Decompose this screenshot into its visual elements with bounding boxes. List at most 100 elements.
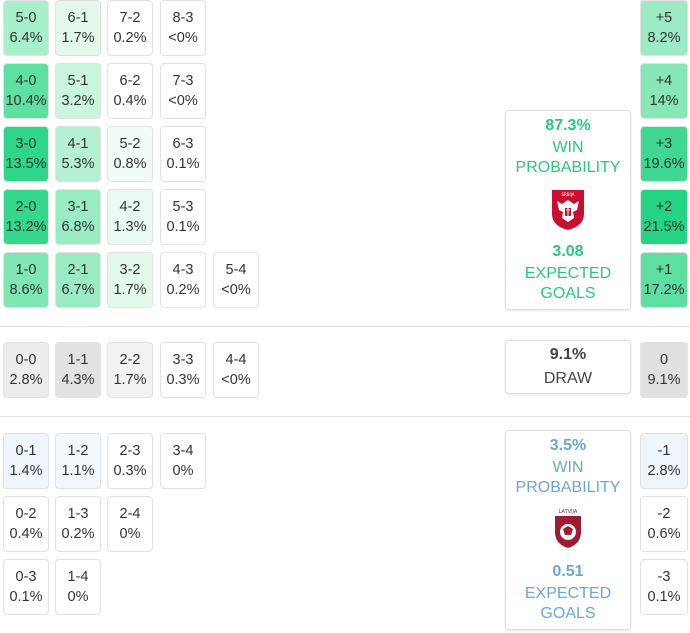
- scoreline-cell: 1-1 4.3%: [55, 342, 101, 398]
- scoreline-cell: 0-0 2.8%: [3, 342, 49, 398]
- goals-label: GOALS: [540, 605, 596, 622]
- scoreline-label: -3: [657, 569, 671, 585]
- scoreline-label: 8-3: [172, 10, 194, 26]
- win-label: WIN: [552, 139, 584, 156]
- svg-text:SRBIJA: SRBIJA: [561, 192, 574, 197]
- scoreline-probability: <0%: [168, 93, 198, 109]
- scoreline-probability: 8.2%: [647, 30, 681, 46]
- scoreline-label: 2-0: [15, 199, 37, 215]
- goals-label: GOALS: [540, 285, 596, 302]
- scoreline-probability: 13.5%: [5, 156, 47, 172]
- scoreline-probability: 0.1%: [647, 589, 681, 605]
- latvia-crest-icon: LATVIJA: [555, 509, 581, 548]
- scoreline-probability: 2.8%: [647, 463, 681, 479]
- home-expected-goals: 3.08: [552, 243, 584, 260]
- scoreline-cell: 1-0 8.6%: [3, 252, 49, 308]
- scoreline-label: 0-0: [15, 352, 37, 368]
- scoreline-cell: 8-3 <0%: [160, 0, 206, 56]
- scoreline-probability: <0%: [221, 282, 251, 298]
- scoreline-cell: 3-2 1.7%: [107, 252, 153, 308]
- scoreline-label: 0-1: [15, 443, 37, 459]
- scoreline-probability: 9.1%: [647, 372, 681, 388]
- section-divider: [0, 326, 690, 327]
- scoreline-label: 1-3: [67, 506, 89, 522]
- scoreline-probability: 0.2%: [61, 526, 95, 542]
- scoreline-probability: 0.2%: [113, 30, 147, 46]
- scoreline-label: 3-1: [67, 199, 89, 215]
- scoreline-label: +4: [655, 73, 673, 89]
- scoreline-label: 7-3: [172, 73, 194, 89]
- away-win-probability: 3.5%: [549, 437, 587, 454]
- scoreline-label: 3-4: [172, 443, 194, 459]
- scoreline-probability: 0%: [119, 526, 141, 542]
- scoreline-probability: 14%: [649, 93, 679, 109]
- scoreline-cell: 5-0 6.4%: [3, 0, 49, 56]
- scoreline-probability: 1.3%: [113, 219, 147, 235]
- scoreline-cell: 5-3 0.1%: [160, 189, 206, 245]
- scoreline-cell: 6-2 0.4%: [107, 63, 153, 119]
- scoreline-label: 0: [659, 352, 669, 368]
- scoreline-label: 2-4: [119, 506, 141, 522]
- scoreline-probability: <0%: [168, 30, 198, 46]
- draw-label: DRAW: [543, 370, 593, 387]
- scoreline-probability: 1.4%: [9, 463, 43, 479]
- goal-margin-cell: -1 2.8%: [640, 433, 688, 489]
- scoreline-probability: 13.2%: [5, 219, 47, 235]
- scoreline-probability: <0%: [221, 372, 251, 388]
- scoreline-label: +2: [655, 199, 673, 215]
- scoreline-probability: 0.3%: [166, 372, 200, 388]
- scoreline-label: 1-1: [67, 352, 89, 368]
- scoreline-probability: 17.2%: [643, 282, 685, 298]
- scoreline-cell: 2-3 0.3%: [107, 433, 153, 489]
- scoreline-cell: 2-4 0%: [107, 496, 153, 552]
- scoreline-label: 5-4: [225, 262, 247, 278]
- scoreline-cell: 7-3 <0%: [160, 63, 206, 119]
- scoreline-probability: 4.3%: [61, 372, 95, 388]
- scoreline-cell: 6-3 0.1%: [160, 126, 206, 182]
- scoreline-label: +1: [655, 262, 673, 278]
- goal-margin-cell: +5 8.2%: [640, 0, 688, 56]
- scoreline-cell: 1-3 0.2%: [55, 496, 101, 552]
- scoreline-label: 3-0: [15, 136, 37, 152]
- scoreline-probability: 0.2%: [166, 282, 200, 298]
- scoreline-probability: 5.3%: [61, 156, 95, 172]
- scoreline-cell: 1-2 1.1%: [55, 433, 101, 489]
- scoreline-label: 0-3: [15, 569, 37, 585]
- scoreline-probability: 6.4%: [9, 30, 43, 46]
- scoreline-label: 5-0: [15, 10, 37, 26]
- scoreline-cell: 0-1 1.4%: [3, 433, 49, 489]
- scoreline-cell: 0-2 0.4%: [3, 496, 49, 552]
- scoreline-label: 4-4: [225, 352, 247, 368]
- goal-margin-cell: -2 0.6%: [640, 496, 688, 552]
- scoreline-cell: 5-2 0.8%: [107, 126, 153, 182]
- scoreline-cell: 3-1 6.8%: [55, 189, 101, 245]
- scoreline-cell: 4-4 <0%: [213, 342, 259, 398]
- scoreline-label: 5-2: [119, 136, 141, 152]
- section-divider: [0, 416, 690, 417]
- scoreline-cell: 0-3 0.1%: [3, 559, 49, 615]
- scoreline-cell: 1-4 0%: [55, 559, 101, 615]
- scoreline-probability: 10.4%: [5, 93, 47, 109]
- scoreline-label: 1-4: [67, 569, 89, 585]
- draw-card: 9.1% DRAW: [505, 340, 631, 394]
- scoreline-label: 3-2: [119, 262, 141, 278]
- scoreline-label: -1: [657, 443, 671, 459]
- scoreline-label: 2-2: [119, 352, 141, 368]
- scoreline-probability: 1.7%: [113, 372, 147, 388]
- draw-probability: 9.1%: [549, 346, 587, 363]
- scoreline-label: 5-3: [172, 199, 194, 215]
- scoreline-probability: 1.1%: [61, 463, 95, 479]
- scoreline-label: 4-3: [172, 262, 194, 278]
- scoreline-label: +5: [655, 10, 673, 26]
- scoreline-cell: 5-1 3.2%: [55, 63, 101, 119]
- away-expected-goals: 0.51: [552, 563, 584, 580]
- scoreline-cell: 2-1 6.7%: [55, 252, 101, 308]
- scoreline-label: 6-3: [172, 136, 194, 152]
- scoreline-cell: 7-2 0.2%: [107, 0, 153, 56]
- scoreline-probability: 0.3%: [113, 463, 147, 479]
- scoreline-label: 4-2: [119, 199, 141, 215]
- scoreline-probability: 0%: [67, 589, 89, 605]
- scoreline-cell: 3-3 0.3%: [160, 342, 206, 398]
- win-label: WIN: [552, 459, 584, 476]
- scoreline-cell: 4-0 10.4%: [3, 63, 49, 119]
